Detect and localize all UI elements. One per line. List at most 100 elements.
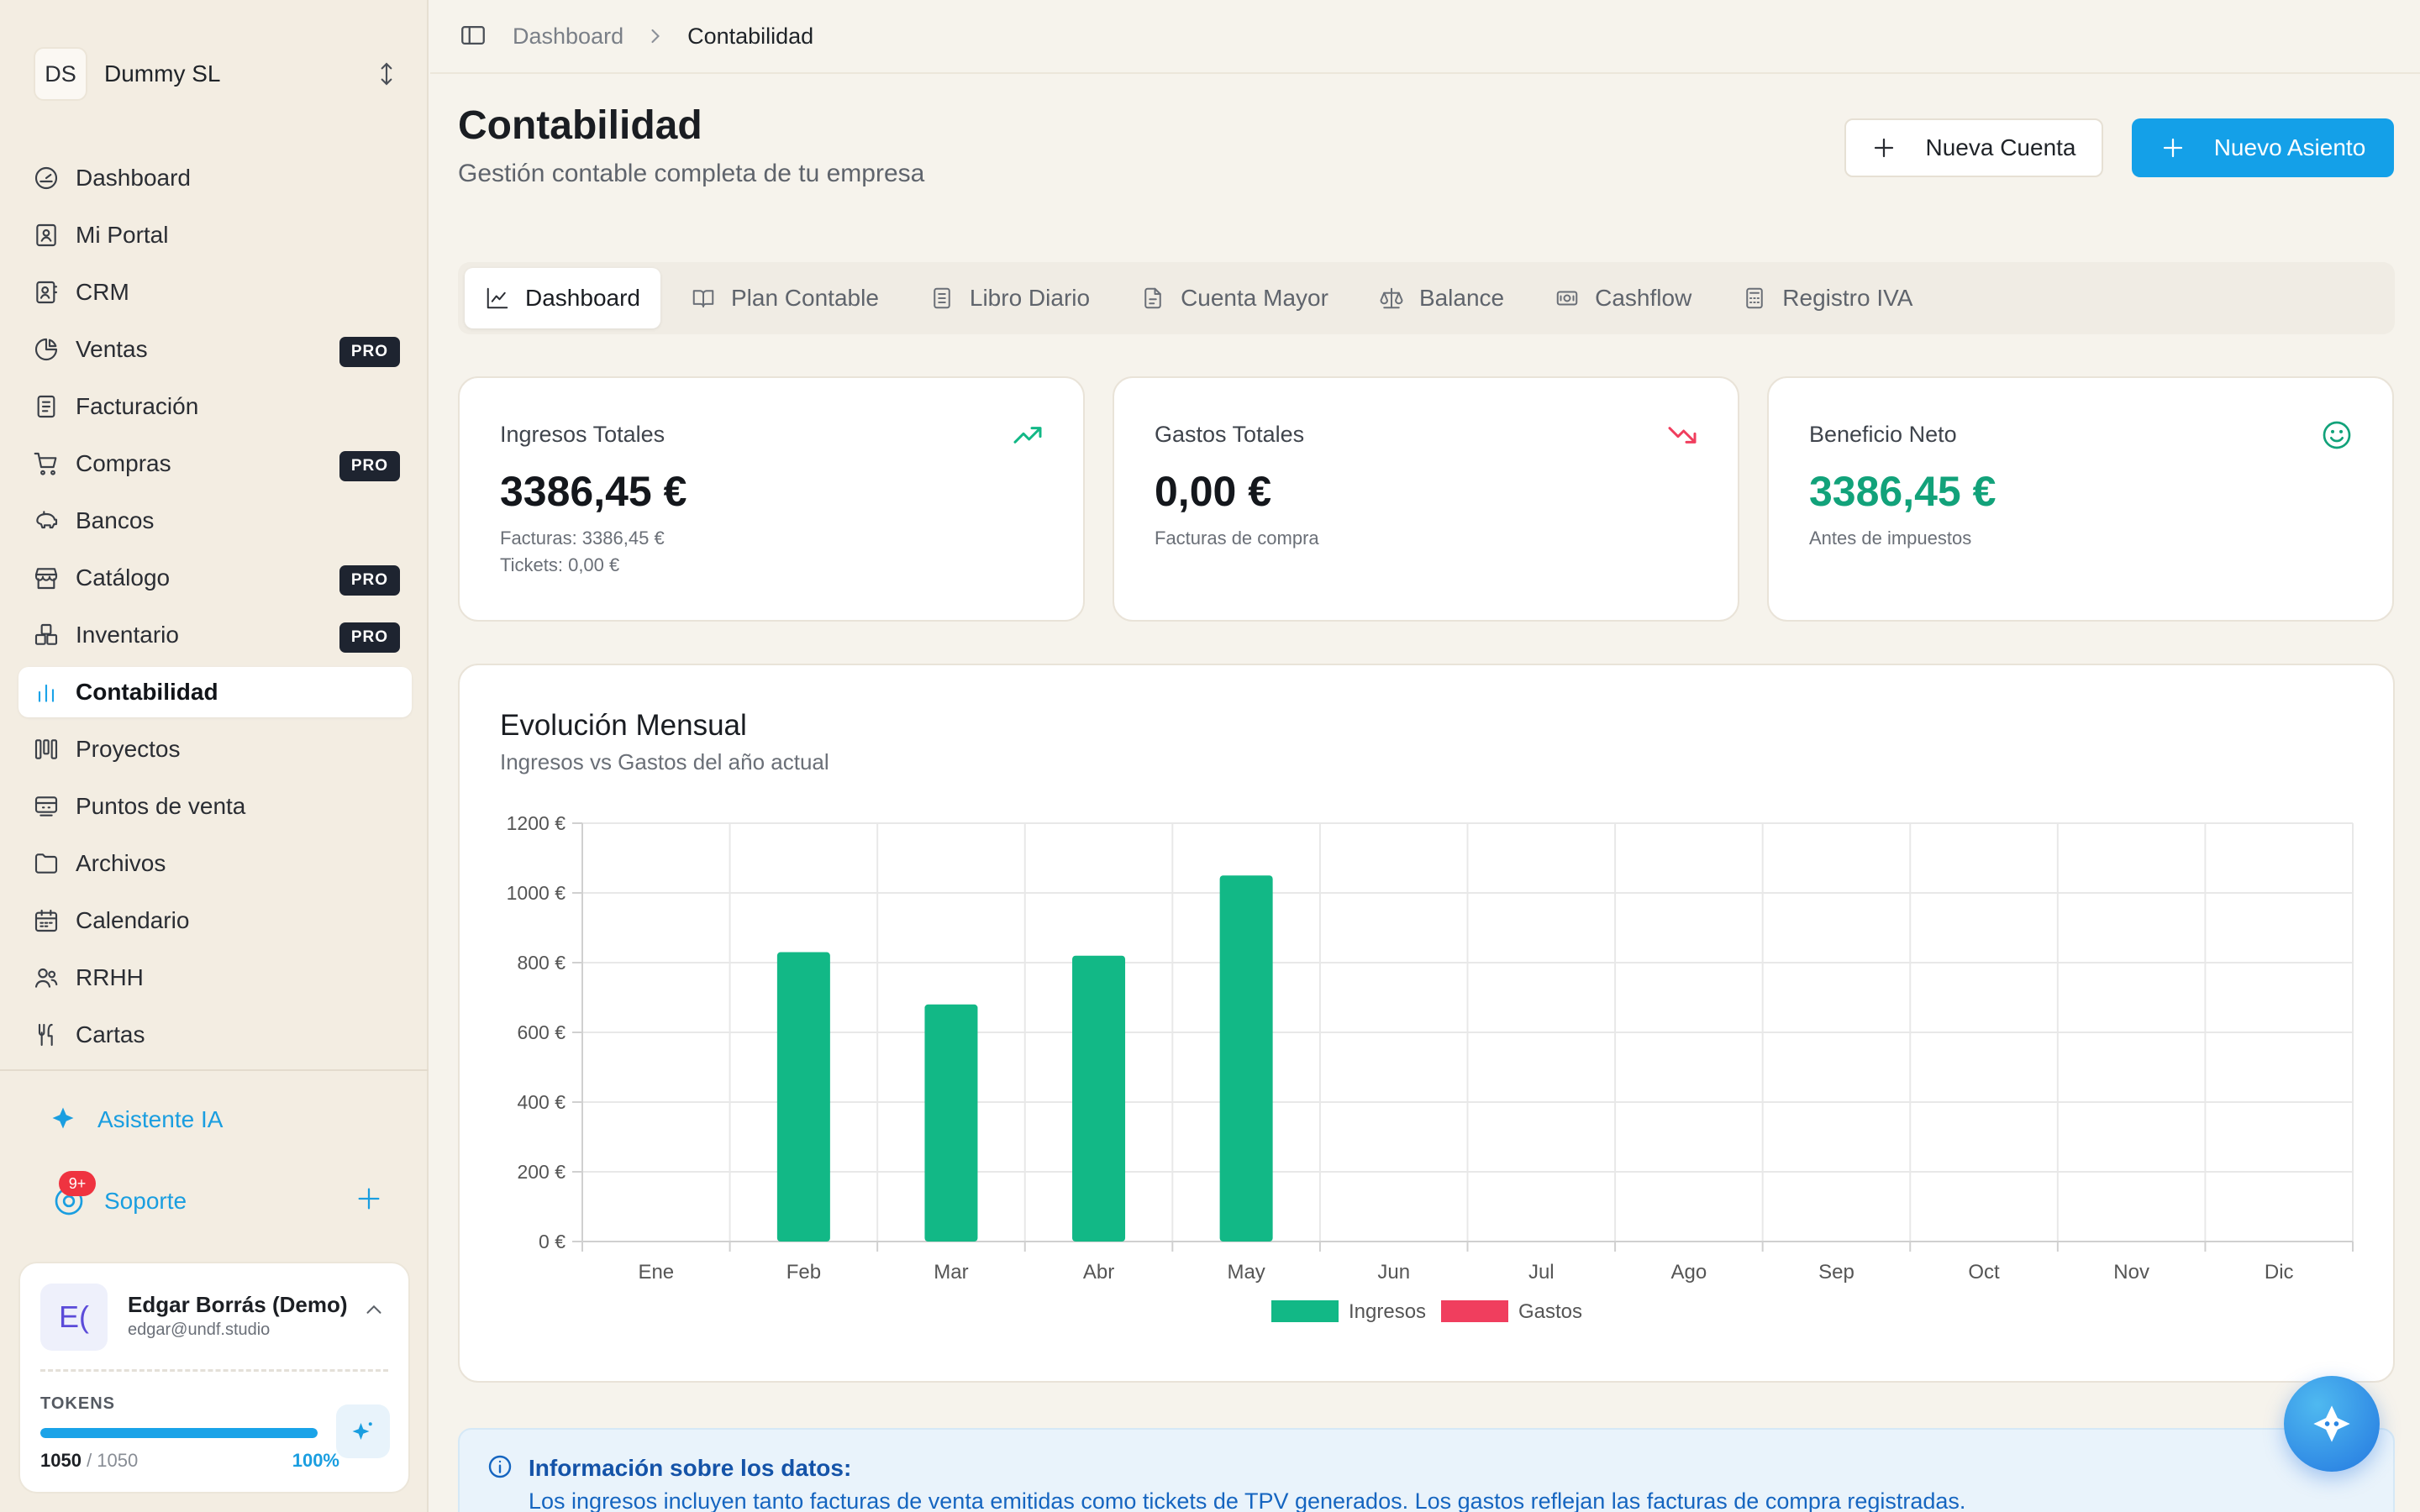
sidebar-item-bancos[interactable]: Bancos <box>18 496 412 546</box>
y-tick-label: 1200 € <box>507 812 566 834</box>
piggy-bank-icon <box>32 507 60 535</box>
sidebar-item-ventas[interactable]: Ventas PRO <box>18 324 412 375</box>
sidebar-item-label: Archivos <box>76 850 166 876</box>
expenses-card: Gastos Totales 0,00 € Facturas de compra <box>1113 376 1739 622</box>
sidebar-item-label: Inventario <box>76 622 179 648</box>
income-invoices-note: Facturas: 3386,45 € <box>500 528 665 549</box>
register-icon <box>32 792 60 821</box>
tab-cashflow[interactable]: Cashflow <box>1534 268 1712 328</box>
sidebar-item-label: Facturación <box>76 393 199 419</box>
y-tick-label: 1000 € <box>507 882 566 904</box>
sidebar-divider <box>0 1069 429 1071</box>
tab-cuenta-mayor[interactable]: Cuenta Mayor <box>1120 268 1349 328</box>
bar-ingresos-may <box>1219 875 1273 1242</box>
topbar: Dashboard Contabilidad <box>430 0 2420 74</box>
plus-icon <box>1875 138 1894 158</box>
folder-icon <box>32 849 60 878</box>
tab-registro-iva[interactable]: Registro IVA <box>1722 268 1933 328</box>
plus-icon[interactable] <box>355 1184 388 1218</box>
tokens-progress-bar <box>40 1428 318 1438</box>
y-tick-label: 0 € <box>539 1231 566 1252</box>
income-title: Ingresos Totales <box>500 422 666 447</box>
sidebar-item-facturacion[interactable]: Facturación <box>18 381 412 432</box>
tokens-total: / 1050 <box>87 1450 139 1471</box>
sidebar-item-cartas[interactable]: Cartas <box>18 1010 412 1060</box>
sidebar-item-inventario[interactable]: Inventario PRO <box>18 610 412 660</box>
tab-dashboard[interactable]: Dashboard <box>465 268 660 328</box>
x-tick-label: Feb <box>786 1261 821 1284</box>
data-info-banner: Información sobre los datos: Los ingreso… <box>458 1428 2395 1512</box>
info-title: Información sobre los datos: <box>529 1455 852 1481</box>
sidebar-item-contabilidad[interactable]: Contabilidad <box>18 667 412 717</box>
banknote-icon <box>1555 286 1580 311</box>
profit-note: Antes de impuestos <box>1809 528 1972 549</box>
sidebar-item-catalogo[interactable]: Catálogo PRO <box>18 553 412 603</box>
x-tick-label: Oct <box>1968 1261 2000 1284</box>
org-switcher[interactable]: DS Dummy SL <box>34 45 403 102</box>
chart-title: Evolución Mensual <box>500 709 747 742</box>
legend-label-gastos: Gastos <box>1518 1300 1582 1323</box>
sidebar-item-calendario[interactable]: Calendario <box>18 895 412 946</box>
sidebar-item-label: Calendario <box>76 907 190 933</box>
tab-plan-contable[interactable]: Plan Contable <box>671 268 899 328</box>
tokens-label: TOKENS <box>40 1394 115 1413</box>
ai-assistant-fab[interactable] <box>2284 1376 2380 1472</box>
pro-badge: PRO <box>339 451 400 481</box>
info-body: Los ingresos incluyen tanto facturas de … <box>529 1488 1966 1512</box>
support-label: Soporte <box>104 1188 187 1214</box>
chevron-up-icon[interactable] <box>361 1297 390 1326</box>
tab-balance[interactable]: Balance <box>1359 268 1524 328</box>
tab-label: Cuenta Mayor <box>1181 285 1328 311</box>
sidebar-item-mi-portal[interactable]: Mi Portal <box>18 210 412 260</box>
sidebar-item-label: Compras <box>76 450 171 476</box>
y-tick-label: 800 € <box>517 952 566 974</box>
x-tick-label: Jun <box>1377 1261 1410 1284</box>
income-value: 3386,45 € <box>500 468 687 515</box>
profit-card: Beneficio Neto 3386,45 € Antes de impues… <box>1767 376 2394 622</box>
org-name: Dummy SL <box>104 60 221 87</box>
help-circle-icon: 9+ <box>52 1171 96 1218</box>
sidebar-toggle-icon[interactable] <box>459 21 489 51</box>
pie-chart-icon <box>32 335 60 364</box>
sidebar-item-puntos-de-venta[interactable]: Puntos de venta <box>18 781 412 832</box>
plus-icon <box>2163 138 2182 158</box>
bar-ingresos-abr <box>1072 955 1126 1242</box>
tab-libro-diario[interactable]: Libro Diario <box>909 268 1110 328</box>
smile-icon <box>2323 421 2351 449</box>
support-link[interactable]: 9+ Soporte <box>52 1171 388 1225</box>
sidebar-item-label: Proyectos <box>76 736 181 762</box>
line-chart-icon <box>485 286 510 311</box>
monthly-evolution-card: Evolución Mensual Ingresos vs Gastos del… <box>458 664 2395 1383</box>
tab-label: Cashflow <box>1595 285 1692 311</box>
sidebar-item-archivos[interactable]: Archivos <box>18 838 412 889</box>
ai-assistant-link[interactable]: Asistente IA <box>50 1099 223 1141</box>
portal-icon <box>32 221 60 249</box>
sidebar-item-crm[interactable]: CRM <box>18 267 412 318</box>
breadcrumb-current: Contabilidad <box>687 23 814 49</box>
chevrons-up-down-icon[interactable] <box>370 57 403 91</box>
new-entry-button[interactable]: Nuevo Asiento <box>2132 118 2394 177</box>
tokens-used: 1050 <box>40 1450 82 1471</box>
calendar-icon <box>32 906 60 935</box>
boxes-icon <box>32 621 60 649</box>
accounting-tabs: Dashboard Plan Contable Libro Diario Cuenta… <box>458 262 2395 334</box>
sidebar: DS Dummy SL Dashboard Mi Portal CRM Ventas P… <box>0 0 429 1512</box>
breadcrumb-root[interactable]: Dashboard <box>513 23 624 49</box>
org-badge: DS <box>34 47 87 101</box>
dashboard-gauge-icon <box>32 164 60 192</box>
chart-subtitle: Ingresos vs Gastos del año actual <box>500 749 829 774</box>
sidebar-item-compras[interactable]: Compras PRO <box>18 438 412 489</box>
x-tick-label: Abr <box>1083 1261 1114 1284</box>
assistant-bot-icon <box>2313 1405 2350 1442</box>
tokens-progress-fill <box>40 1428 318 1438</box>
sidebar-item-proyectos[interactable]: Proyectos <box>18 724 412 774</box>
new-account-button[interactable]: Nueva Cuenta <box>1844 118 2103 177</box>
sidebar-item-rrhh[interactable]: RRHH <box>18 953 412 1003</box>
user-email: edgar@undf.studio <box>128 1320 271 1339</box>
sidebar-item-dashboard[interactable]: Dashboard <box>18 153 412 203</box>
sidebar-item-label: RRHH <box>76 964 144 990</box>
tab-label: Balance <box>1418 285 1505 311</box>
user-card[interactable]: E( Edgar Borrás (Demo) edgar@undf.studio… <box>18 1262 410 1494</box>
x-tick-label: May <box>1227 1261 1265 1284</box>
buy-tokens-button[interactable] <box>336 1404 390 1458</box>
